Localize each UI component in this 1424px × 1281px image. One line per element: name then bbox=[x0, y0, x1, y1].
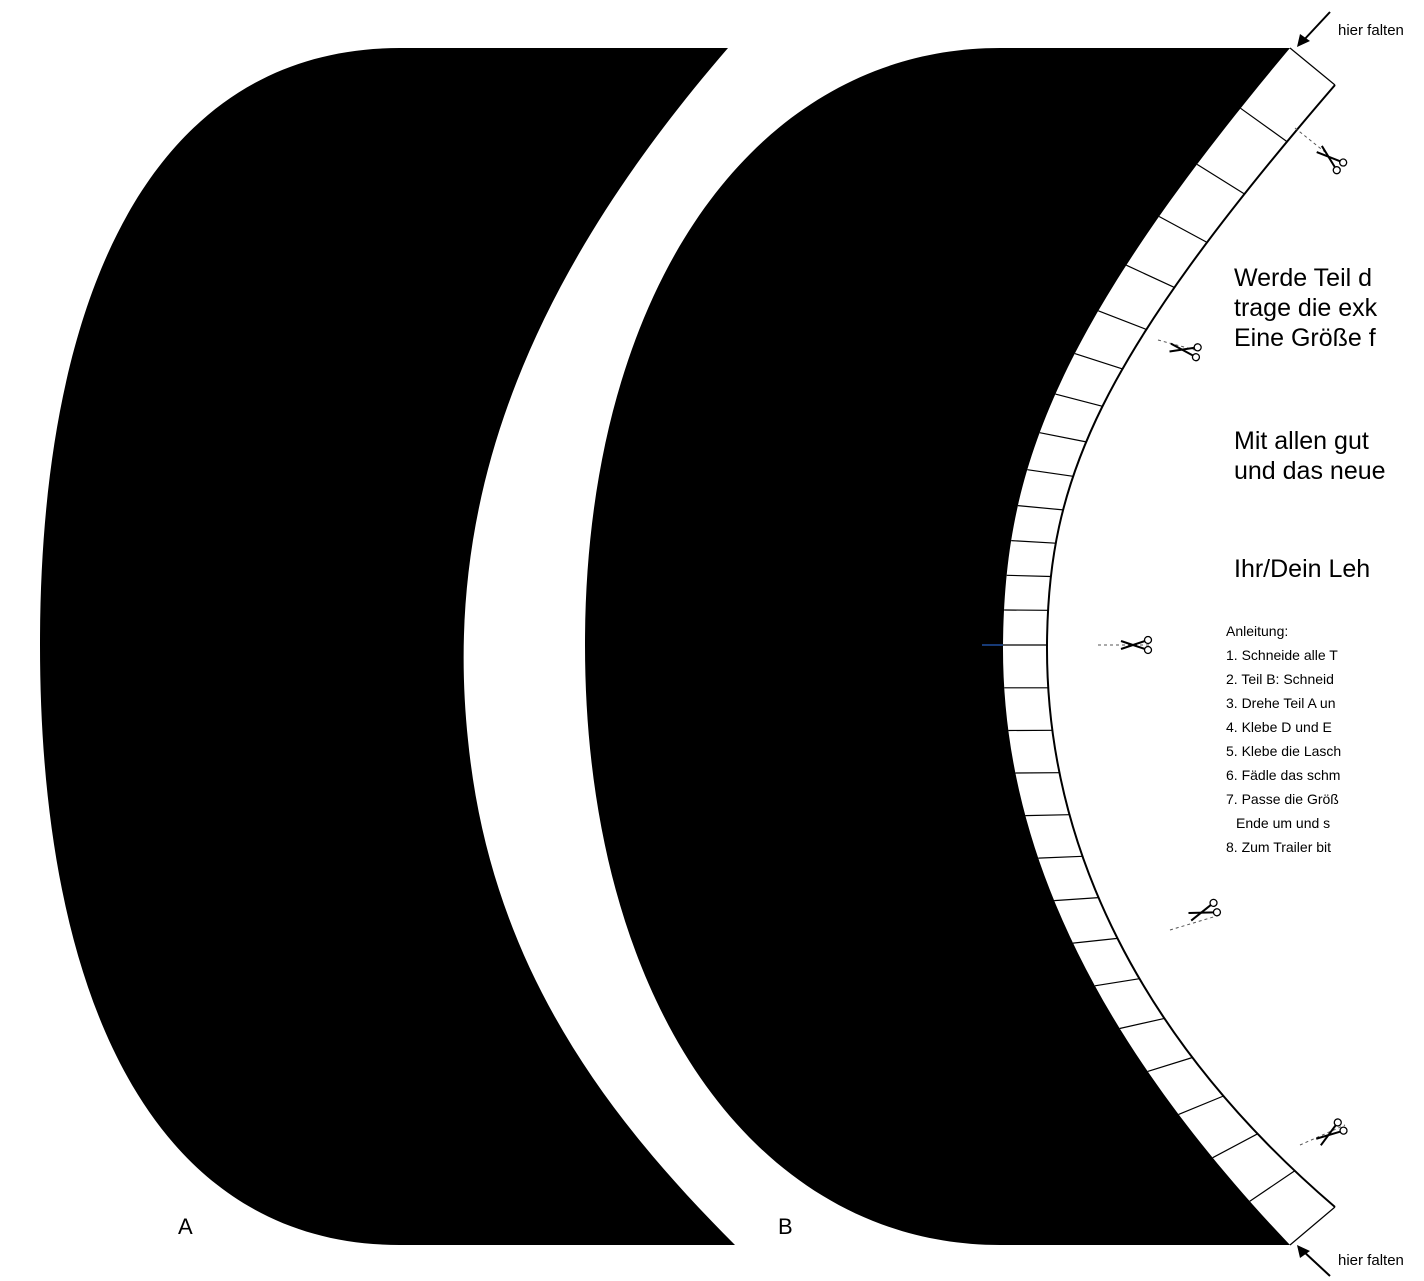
part-b-shape bbox=[585, 48, 1290, 1245]
tab-divider bbox=[1196, 163, 1245, 195]
tab-divider bbox=[1126, 264, 1175, 288]
tab-dividers bbox=[1003, 47, 1336, 1246]
scissors-icon bbox=[1188, 898, 1222, 922]
tab-divider bbox=[1006, 574, 1051, 578]
tab-divider bbox=[1039, 432, 1087, 443]
signature: Ihr/Dein Leh bbox=[1234, 555, 1371, 583]
tab-divider bbox=[1072, 937, 1118, 944]
tab-divider bbox=[1074, 353, 1123, 370]
instruction-step: 5. Klebe die Lasch bbox=[1226, 743, 1342, 759]
tab-divider bbox=[1025, 814, 1070, 817]
instruction-step: 3. Drehe Teil A un bbox=[1226, 695, 1336, 711]
instruction-step: 2. Teil B: Schneid bbox=[1226, 671, 1334, 687]
instruction-step: 8. Zum Trailer bit bbox=[1226, 839, 1332, 855]
tab-divider bbox=[1054, 897, 1099, 902]
message-line-1: Werde Teil d bbox=[1234, 264, 1373, 292]
message-line-2: trage die exk bbox=[1234, 294, 1378, 322]
tab-divider bbox=[1249, 1170, 1296, 1202]
part-a-label: A bbox=[178, 1214, 193, 1239]
scissors-icon bbox=[1169, 342, 1202, 362]
tab-divider bbox=[1038, 855, 1083, 859]
tab-divider bbox=[1098, 310, 1147, 330]
instruction-step: Ende um und s bbox=[1236, 815, 1331, 831]
instruction-step: 6. Fädle das schm bbox=[1226, 767, 1341, 783]
fold-label-top: hier falten bbox=[1338, 22, 1404, 39]
tab-divider bbox=[1158, 215, 1208, 243]
tab-divider bbox=[1094, 978, 1140, 987]
fold-label-bottom: hier falten bbox=[1338, 1252, 1404, 1269]
part-a-shape bbox=[40, 48, 735, 1245]
scissors-icon bbox=[1120, 635, 1153, 655]
instruction-step: 7. Passe die Größ bbox=[1226, 791, 1339, 807]
message-line-4: Mit allen gut bbox=[1234, 427, 1369, 455]
tab-divider bbox=[1017, 505, 1064, 511]
tab-divider bbox=[1289, 1206, 1336, 1246]
scissors-icon bbox=[1315, 1118, 1348, 1146]
instructions-heading: Anleitung: bbox=[1226, 623, 1289, 639]
message-line-5: und das neue bbox=[1234, 457, 1386, 485]
arrow-icon bbox=[1297, 11, 1331, 47]
tab-divider bbox=[1212, 1133, 1258, 1159]
part-b-label: B bbox=[778, 1214, 793, 1239]
tab-divider bbox=[1119, 1017, 1165, 1030]
tab-divider bbox=[1055, 393, 1103, 407]
tab-divider bbox=[1240, 107, 1288, 143]
tab-divider bbox=[1147, 1056, 1193, 1072]
arrow-icon bbox=[1297, 1245, 1331, 1277]
tab-divider bbox=[1011, 540, 1056, 544]
message-line-3: Eine Größe f bbox=[1234, 324, 1376, 352]
instruction-step: 4. Klebe D und E bbox=[1226, 719, 1332, 735]
scissors-icon bbox=[1316, 145, 1348, 175]
cut-guides bbox=[1098, 127, 1346, 1146]
instruction-step: 1. Schneide alle T bbox=[1226, 647, 1338, 663]
tab-divider bbox=[1027, 469, 1074, 477]
tab-divider bbox=[1289, 47, 1336, 86]
tab-divider bbox=[1178, 1095, 1224, 1115]
